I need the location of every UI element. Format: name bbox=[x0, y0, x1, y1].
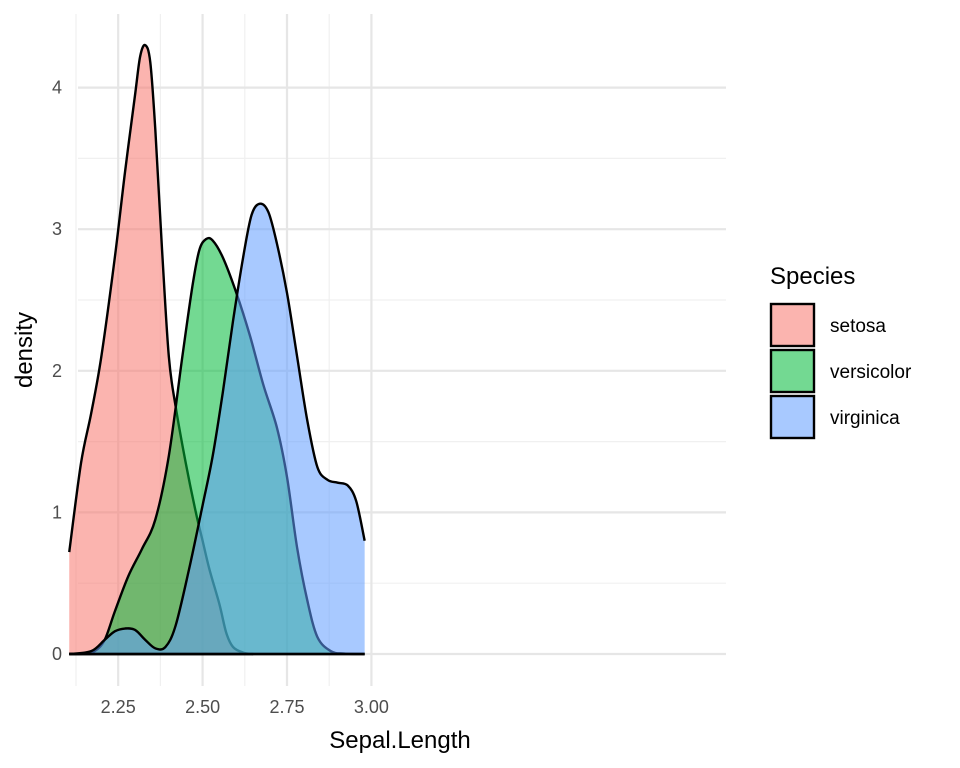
y-axis-title: density bbox=[11, 312, 38, 388]
y-tick-label: 3 bbox=[52, 219, 62, 239]
y-axis-ticks: 0 1 2 3 4 bbox=[52, 78, 62, 664]
x-tick-label: 2.75 bbox=[269, 697, 304, 717]
legend-label: setosa bbox=[830, 316, 886, 337]
x-axis-ticks: 2.25 2.50 2.75 3.00 bbox=[101, 697, 389, 717]
density-line-virginica bbox=[69, 202, 366, 656]
y-tick-label: 4 bbox=[52, 78, 62, 98]
legend-item-virginica: virginica bbox=[769, 394, 900, 440]
y-tick-label: 0 bbox=[52, 644, 62, 664]
legend-item-versicolor: versicolor bbox=[769, 348, 912, 394]
y-tick-label: 2 bbox=[52, 361, 62, 381]
legend-label: versicolor bbox=[830, 362, 912, 383]
x-tick-label: 3.00 bbox=[354, 697, 389, 717]
legend-label: virginica bbox=[830, 408, 900, 429]
legend-swatch bbox=[769, 302, 816, 348]
density-areas bbox=[68, 43, 366, 656]
legend: Species setosa versicolor virginica bbox=[769, 263, 912, 440]
y-tick-label: 1 bbox=[52, 502, 62, 522]
x-tick-label: 2.50 bbox=[185, 697, 220, 717]
x-axis-title: Sepal.Length bbox=[329, 727, 470, 754]
density-area-setosa bbox=[69, 44, 254, 654]
legend-swatch bbox=[769, 394, 816, 440]
legend-item-setosa: setosa bbox=[769, 302, 886, 348]
legend-title: Species bbox=[770, 263, 855, 290]
x-tick-label: 2.25 bbox=[101, 697, 136, 717]
legend-swatch bbox=[769, 348, 816, 394]
